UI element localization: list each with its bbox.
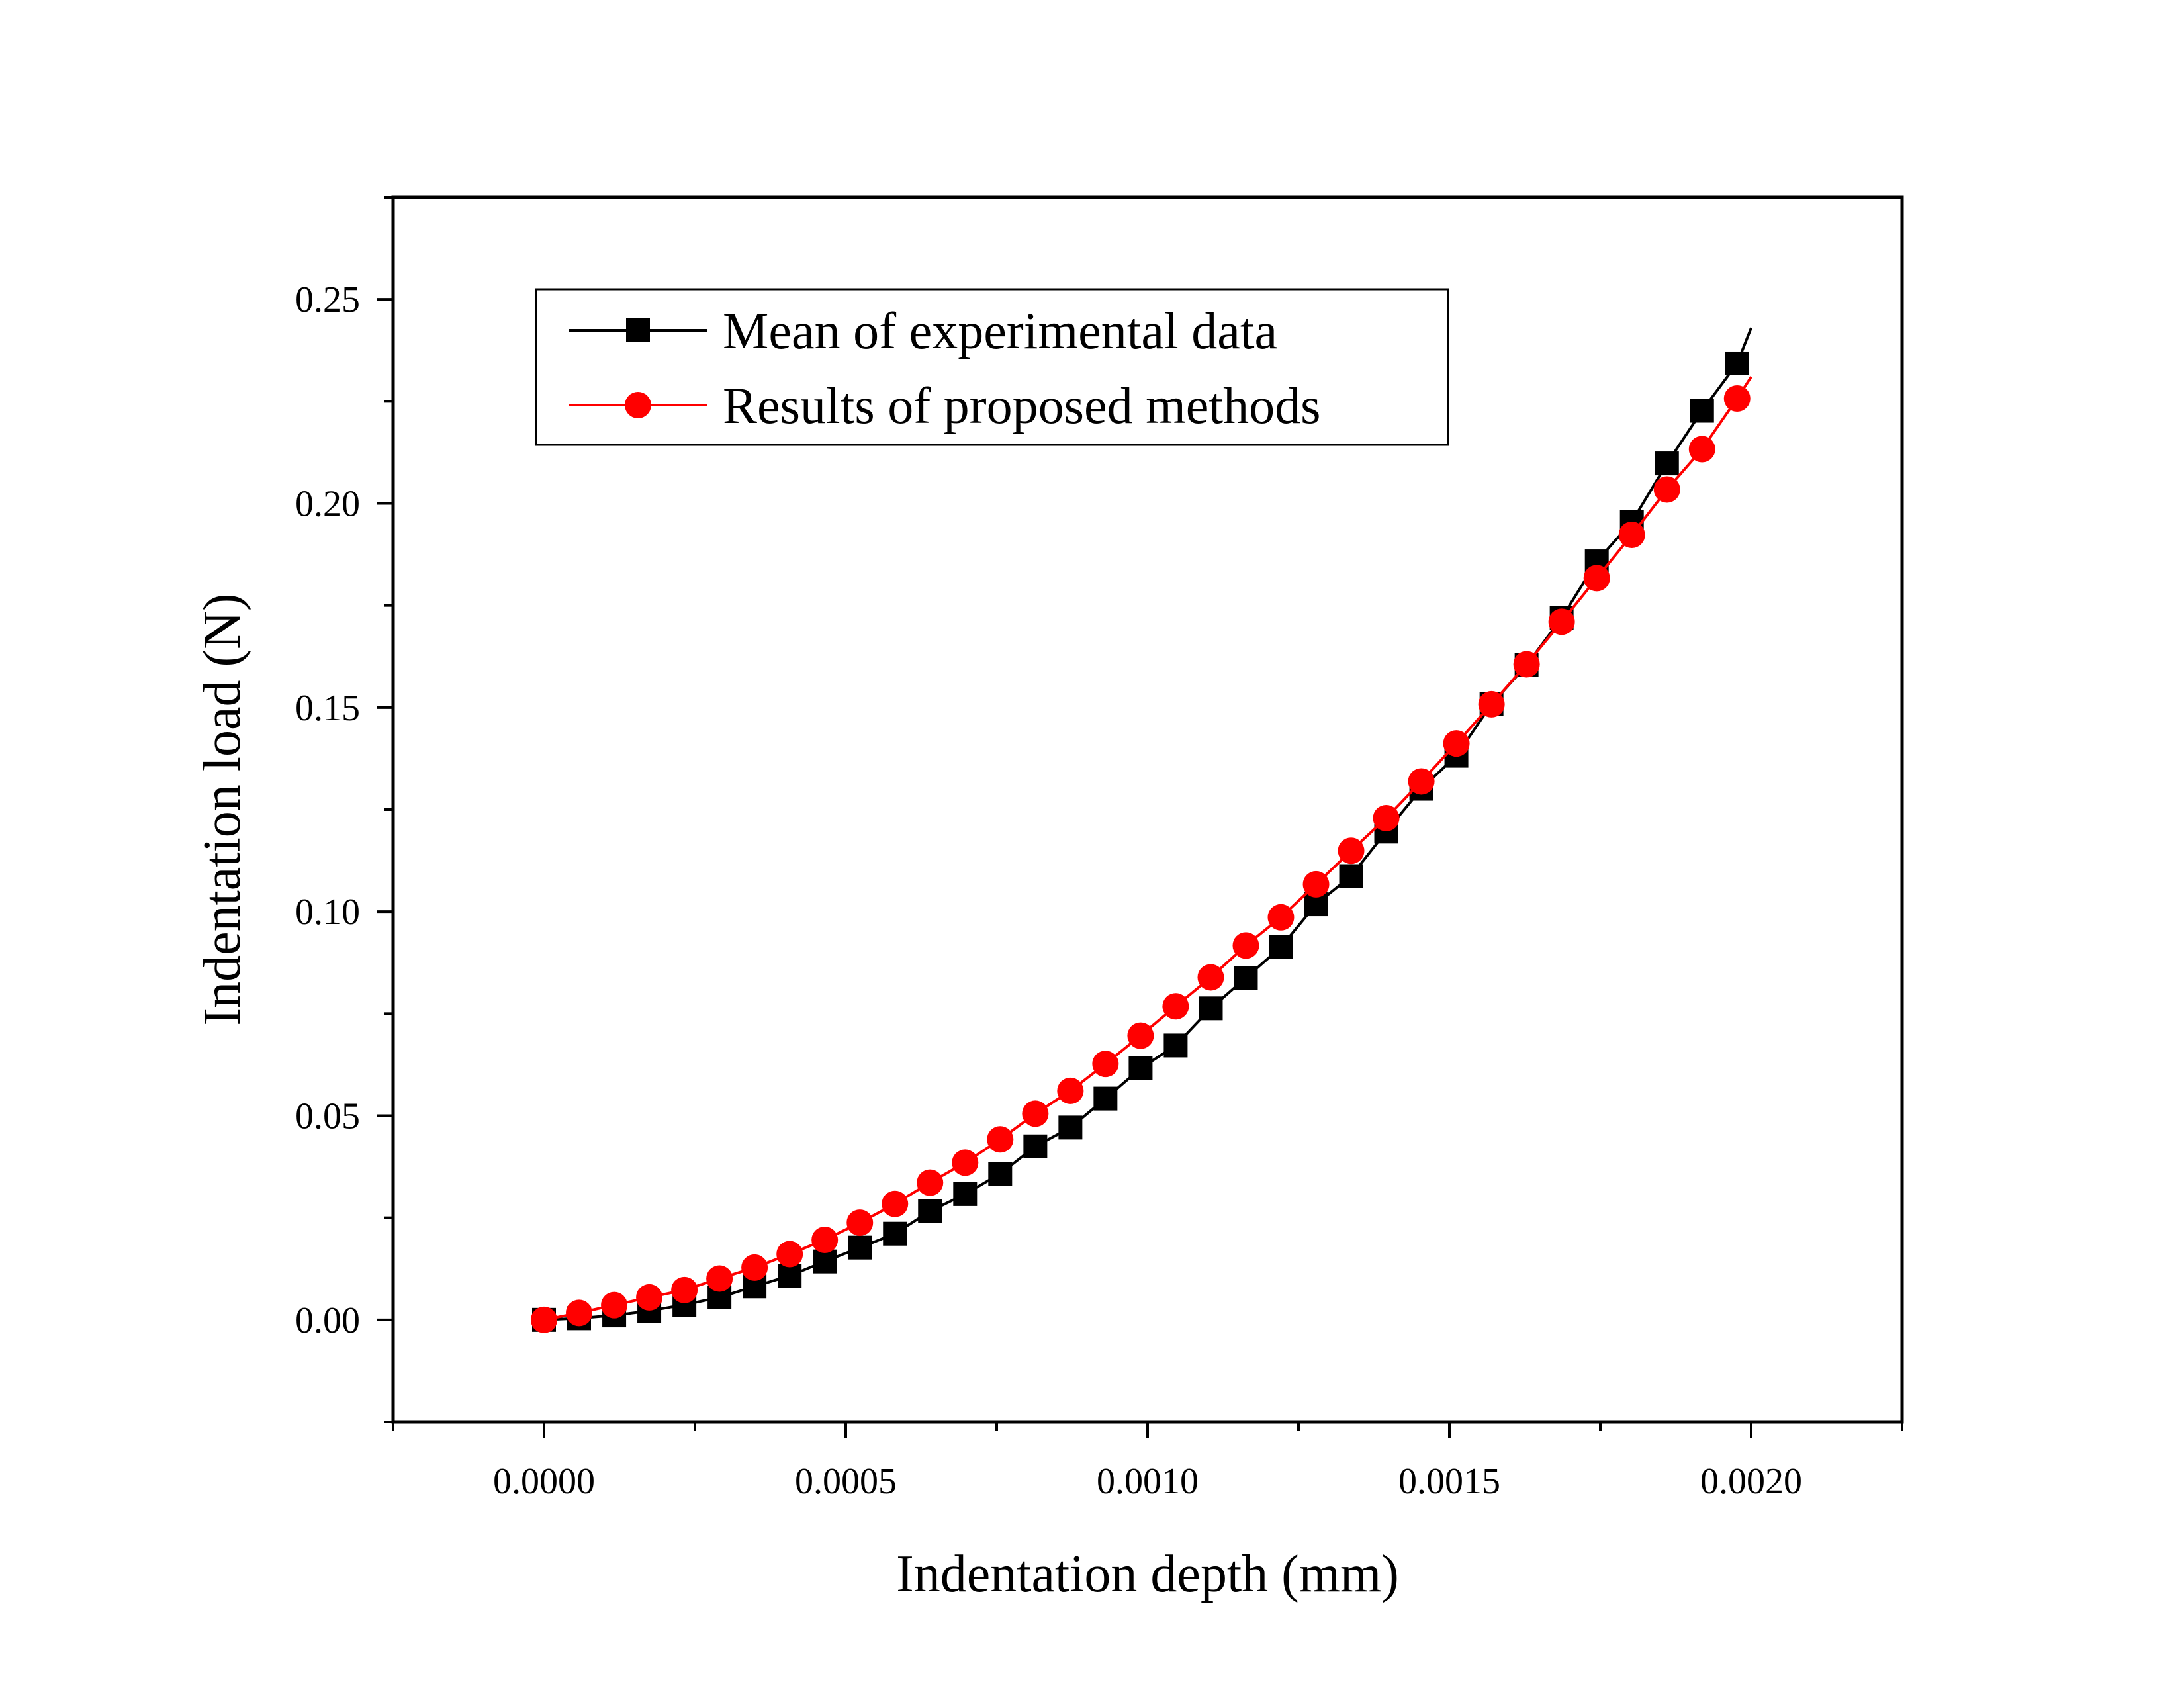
data-point-square [1725, 351, 1749, 375]
y-axis-title: Indentation load (N) [193, 593, 251, 1025]
data-point-square [988, 1162, 1013, 1186]
data-point-circle [636, 1284, 663, 1311]
y-tick-label: 0.00 [295, 1300, 360, 1341]
data-point-square [953, 1182, 978, 1206]
data-point-circle [1373, 804, 1400, 831]
legend: Mean of experimental data Results of prop… [535, 288, 1449, 446]
x-tick-label: 0.0010 [1097, 1461, 1199, 1502]
data-point-square [1655, 451, 1679, 476]
data-point-circle [917, 1169, 944, 1196]
data-point-circle [1723, 385, 1751, 412]
data-point-circle [741, 1254, 768, 1281]
data-point-square [1163, 1033, 1188, 1058]
data-point-circle [1022, 1100, 1049, 1127]
data-point-square [1128, 1056, 1153, 1080]
data-point-circle [1478, 690, 1505, 718]
data-point-square [918, 1199, 942, 1223]
x-axis: 0.0000 0.0005 0.0010 0.0015 0.0020 [392, 1422, 1903, 1502]
data-point-square [1690, 399, 1714, 423]
x-tick-label: 0.0005 [795, 1461, 897, 1502]
data-point-circle [1057, 1077, 1084, 1104]
series-layer [531, 327, 1752, 1333]
legend-label-1: Mean of experimental data [723, 302, 1277, 359]
series-line-1 [543, 327, 1752, 1321]
data-point-square [813, 1249, 837, 1274]
data-point-circle [776, 1241, 803, 1268]
data-point-circle [1092, 1051, 1119, 1078]
y-tick-label: 0.10 [295, 892, 360, 933]
legend-marker-circle [625, 392, 651, 418]
data-point-square [778, 1264, 802, 1288]
y-tick-label: 0.25 [295, 279, 360, 320]
y-axis: 0.00 0.05 0.10 0.15 0.20 0.25 [295, 196, 393, 1423]
data-point-circle [1443, 730, 1470, 757]
data-point-circle [1548, 608, 1575, 635]
data-point-circle [987, 1126, 1014, 1153]
data-point-circle [882, 1190, 909, 1217]
data-point-circle [1302, 870, 1330, 898]
x-tick-label: 0.0020 [1700, 1461, 1802, 1502]
data-point-square [1023, 1134, 1048, 1158]
data-point-circle [1583, 565, 1610, 592]
data-point-circle [846, 1209, 874, 1237]
legend-label-2: Results of proposed methods [723, 377, 1320, 434]
data-point-circle [671, 1276, 698, 1303]
data-point-square [1269, 935, 1293, 959]
data-point-circle [1408, 768, 1435, 795]
series-line-2 [543, 376, 1752, 1321]
data-point-square [1199, 996, 1223, 1021]
data-point-square [883, 1221, 907, 1246]
y-tick-label: 0.15 [295, 688, 360, 729]
data-point-circle [1162, 993, 1189, 1020]
data-point-circle [1267, 904, 1295, 931]
x-axis-title: Indentation depth (mm) [896, 1545, 1399, 1603]
legend-marker-square [626, 318, 650, 342]
data-point-circle [531, 1306, 557, 1333]
data-point-circle [1513, 651, 1540, 678]
data-point-circle [601, 1291, 628, 1319]
data-point-square [848, 1235, 872, 1260]
data-point-square [1058, 1115, 1083, 1140]
data-point-circle [1338, 837, 1365, 865]
x-tick-label: 0.0000 [493, 1461, 595, 1502]
data-point-square [1093, 1086, 1118, 1111]
data-point-square [1234, 966, 1258, 990]
data-point-circle [565, 1299, 592, 1327]
data-point-square [1339, 864, 1363, 888]
data-point-circle [1653, 476, 1680, 503]
data-point-circle [1232, 932, 1259, 959]
data-point-circle [1688, 436, 1715, 463]
data-point-circle [1127, 1022, 1154, 1049]
data-point-circle [706, 1265, 733, 1292]
data-point-circle [952, 1149, 979, 1176]
data-point-circle [1618, 521, 1645, 548]
legend-entries: Mean of experimental data Results of prop… [569, 302, 1320, 434]
legend-box [535, 288, 1449, 446]
y-tick-label: 0.20 [295, 484, 360, 525]
data-point-circle [811, 1226, 839, 1253]
x-tick-label: 0.0015 [1398, 1461, 1500, 1502]
data-point-circle [1197, 964, 1224, 991]
y-tick-label: 0.05 [295, 1096, 360, 1137]
